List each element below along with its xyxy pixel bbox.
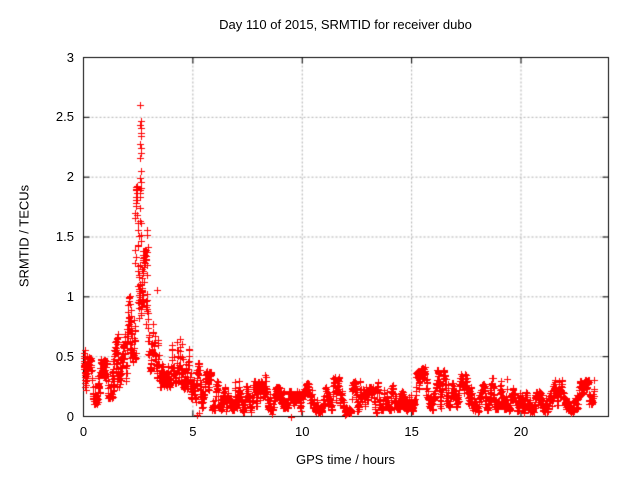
- x-tick-label: 15: [404, 424, 419, 439]
- y-tick-label: 0: [66, 408, 74, 424]
- x-tick-label: 10: [295, 424, 310, 439]
- chart-title: Day 110 of 2015, SRMTID for receiver dub…: [219, 17, 472, 32]
- x-tick-label: 20: [513, 424, 529, 439]
- y-tick-label: 2: [66, 169, 74, 185]
- y-tick-label: 2.5: [55, 109, 74, 125]
- y-tick-label: 1.5: [55, 229, 74, 244]
- y-tick-label: 1: [66, 288, 74, 304]
- x-tick-label: 5: [189, 424, 197, 439]
- x-axis-label: GPS time / hours: [296, 452, 395, 467]
- y-tick-label: 0.5: [55, 348, 74, 364]
- y-tick-label: 3: [66, 49, 74, 65]
- x-tick-label: 0: [79, 424, 88, 439]
